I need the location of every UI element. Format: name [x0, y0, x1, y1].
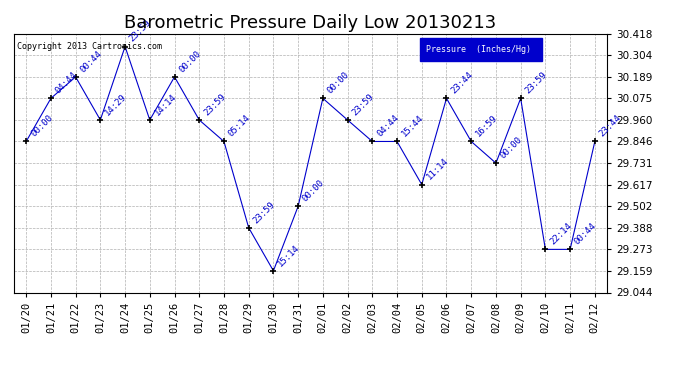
Text: 04:44: 04:44 [54, 70, 79, 96]
Text: 00:44: 00:44 [79, 49, 103, 74]
Text: Pressure  (Inches/Hg): Pressure (Inches/Hg) [426, 45, 531, 54]
Text: Copyright 2013 Cartronics.com: Copyright 2013 Cartronics.com [17, 42, 161, 51]
Text: 00:00: 00:00 [326, 70, 351, 96]
Text: 23:59: 23:59 [128, 18, 153, 44]
Text: 04:44: 04:44 [375, 113, 400, 139]
Text: 00:00: 00:00 [301, 178, 326, 204]
Text: 22:14: 22:14 [548, 221, 573, 247]
Text: 14:14: 14:14 [152, 92, 178, 117]
Text: 15:14: 15:14 [276, 243, 302, 268]
Text: 23:59: 23:59 [524, 70, 549, 96]
Bar [420, 38, 542, 61]
Text: 00:00: 00:00 [29, 113, 55, 139]
Text: 05:14: 05:14 [227, 113, 252, 139]
Text: 23:44: 23:44 [449, 70, 475, 96]
Text: 23:44: 23:44 [598, 113, 623, 139]
Text: 23:59: 23:59 [251, 200, 277, 225]
Text: 00:00: 00:00 [499, 135, 524, 160]
Text: 14:29: 14:29 [103, 92, 128, 117]
Text: 16:59: 16:59 [474, 113, 500, 139]
Text: 00:00: 00:00 [177, 49, 203, 74]
Text: 15:44: 15:44 [400, 113, 425, 139]
Text: 23:59: 23:59 [351, 92, 376, 117]
Text: 11:14: 11:14 [424, 156, 450, 182]
Title: Barometric Pressure Daily Low 20130213: Barometric Pressure Daily Low 20130213 [124, 14, 497, 32]
Text: 00:44: 00:44 [573, 221, 598, 247]
Text: 23:59: 23:59 [202, 92, 228, 117]
